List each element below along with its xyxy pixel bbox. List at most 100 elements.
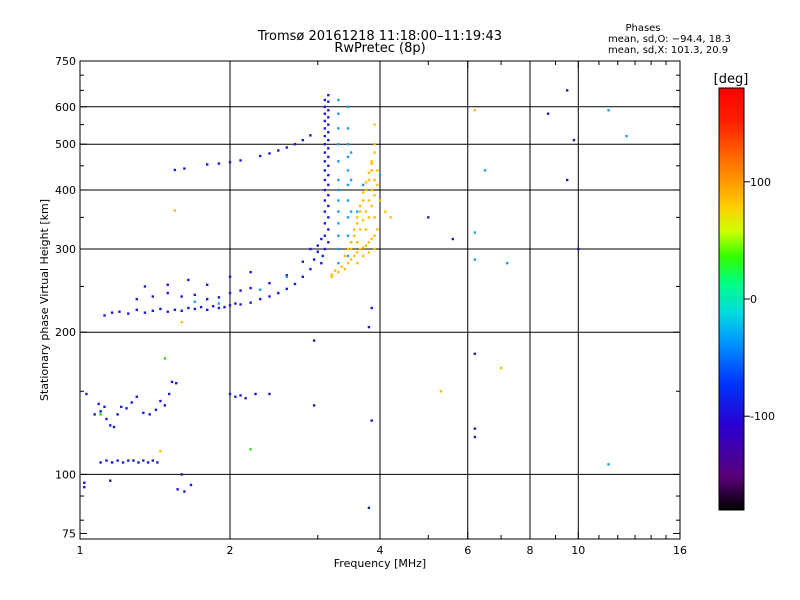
data-point (309, 267, 312, 271)
data-point (364, 228, 368, 231)
y-tick-label: 500 (55, 138, 76, 151)
data-point (323, 142, 327, 146)
data-point (173, 308, 177, 312)
data-point (173, 209, 177, 212)
data-point (346, 216, 350, 219)
data-point (378, 173, 382, 177)
data-point (259, 297, 262, 301)
data-point (349, 241, 353, 244)
data-point (166, 283, 169, 286)
data-point (259, 288, 262, 291)
data-point (349, 210, 353, 213)
data-point (312, 339, 316, 342)
data-point (142, 411, 145, 415)
data-point (205, 297, 209, 301)
data-point (239, 289, 242, 292)
x-tick-label: 4 (377, 544, 384, 557)
series-1 (193, 98, 628, 466)
data-point (373, 123, 376, 126)
data-point (323, 178, 327, 182)
data-point (316, 250, 319, 253)
data-point (323, 234, 327, 237)
data-point (323, 199, 327, 202)
x-axis-label: Frequency [MHz] (334, 557, 426, 570)
data-point (327, 155, 330, 159)
data-point (105, 417, 108, 421)
data-point (205, 283, 209, 286)
data-point (358, 247, 362, 251)
x-tick-label: 1 (77, 544, 84, 557)
data-point (323, 222, 327, 225)
data-point (327, 123, 330, 126)
data-point (361, 191, 365, 194)
data-point (389, 216, 392, 219)
data-point (327, 193, 330, 197)
data-point (323, 160, 327, 163)
data-point (163, 357, 167, 360)
data-point (249, 270, 252, 274)
data-point (83, 485, 86, 489)
data-point (110, 311, 114, 314)
colorbar-label: [deg] (714, 72, 749, 87)
data-points (83, 89, 628, 509)
data-point (327, 183, 330, 187)
data-point (361, 183, 365, 187)
data-point (572, 138, 576, 142)
data-point (249, 448, 252, 451)
data-point (151, 309, 155, 312)
data-point (370, 204, 373, 208)
data-point (125, 407, 128, 410)
data-point (355, 251, 359, 254)
data-point (312, 258, 316, 261)
data-point (346, 169, 350, 172)
data-point (323, 169, 327, 172)
data-point (193, 307, 197, 311)
data-point (187, 278, 190, 282)
data-point (473, 109, 477, 112)
data-point (370, 419, 373, 422)
x-tick-label: 2 (227, 544, 234, 557)
data-point (427, 216, 430, 219)
data-point (384, 210, 387, 213)
data-point (364, 210, 368, 213)
data-point (378, 199, 382, 202)
data-point (349, 151, 353, 154)
phase-info-title: Phases (625, 23, 660, 34)
data-point (346, 254, 350, 258)
data-point (228, 160, 232, 164)
data-point (346, 199, 350, 202)
data-point (135, 395, 138, 398)
data-point (327, 131, 330, 134)
data-point (180, 320, 183, 324)
data-point (228, 392, 232, 396)
data-point (234, 302, 237, 305)
data-point (301, 275, 305, 278)
y-tick-label: 75 (62, 527, 76, 540)
data-point (130, 401, 133, 404)
data-point (143, 311, 147, 314)
data-point (473, 435, 477, 439)
data-point (327, 109, 330, 112)
data-point (337, 160, 340, 163)
data-point (112, 425, 116, 429)
y-tick-label: 100 (55, 468, 76, 481)
data-point (205, 163, 209, 166)
data-point (367, 506, 371, 509)
data-point (358, 228, 362, 231)
data-point (373, 247, 376, 251)
data-point (327, 93, 330, 97)
data-point (337, 127, 340, 130)
data-point (244, 396, 247, 400)
data-point (228, 291, 232, 295)
data-point (330, 275, 333, 278)
data-point (254, 392, 257, 396)
data-point (370, 306, 373, 310)
data-point (137, 461, 140, 464)
data-point (156, 461, 159, 464)
data-point (154, 408, 158, 412)
data-point (505, 261, 509, 265)
data-point (376, 169, 379, 172)
data-point (97, 402, 100, 406)
data-point (199, 305, 203, 309)
